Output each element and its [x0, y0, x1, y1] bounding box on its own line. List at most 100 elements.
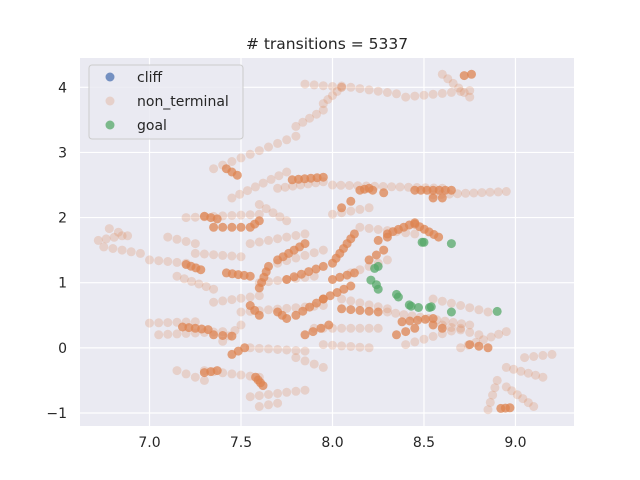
non-terminal-point: [456, 325, 466, 335]
non-terminal-point: [392, 89, 401, 99]
non-terminal-point: [227, 222, 237, 232]
non-terminal-point: [181, 213, 191, 223]
goal-point: [419, 237, 429, 247]
non-terminal-point: [300, 385, 310, 395]
non-terminal-point: [101, 234, 111, 244]
non-terminal-point: [296, 269, 306, 279]
non-terminal-point: [373, 235, 383, 245]
non-terminal-point: [254, 209, 264, 219]
non-terminal-point: [104, 224, 114, 234]
non-terminal-point: [304, 267, 314, 277]
non-terminal-point: [501, 382, 511, 392]
non-terminal-point: [437, 193, 447, 203]
non-terminal-point: [258, 178, 268, 188]
data-points: [93, 69, 557, 415]
non-terminal-point: [448, 78, 458, 88]
non-terminal-point: [318, 99, 328, 109]
non-terminal-point: [227, 157, 237, 166]
non-terminal-point: [318, 81, 328, 91]
non-terminal-point: [437, 323, 447, 333]
y-tick-label: 0: [58, 341, 67, 357]
non-terminal-point: [291, 386, 301, 396]
non-terminal-point: [264, 142, 273, 152]
non-terminal-point: [465, 340, 475, 350]
non-terminal-point: [405, 316, 415, 326]
non-terminal-point: [474, 305, 484, 315]
non-terminal-point: [420, 314, 430, 324]
non-terminal-point: [337, 82, 347, 92]
non-terminal-point: [258, 381, 268, 391]
non-terminal-point: [355, 305, 365, 315]
non-terminal-point: [254, 146, 264, 156]
non-terminal-point: [346, 296, 356, 306]
non-terminal-point: [478, 335, 488, 345]
y-tick-label: 2: [58, 211, 67, 227]
non-terminal-point: [275, 212, 285, 222]
goal-point: [393, 292, 403, 302]
legend-label-cliff: cliff: [137, 70, 162, 86]
non-terminal-point: [291, 346, 301, 356]
non-terminal-point: [346, 305, 356, 315]
non-terminal-point: [410, 91, 420, 101]
non-terminal-point: [419, 90, 429, 100]
non-terminal-point: [488, 390, 498, 400]
non-terminal-point: [446, 323, 456, 332]
non-terminal-point: [474, 341, 484, 351]
non-terminal-point: [245, 292, 255, 302]
non-terminal-point: [344, 181, 354, 190]
non-terminal-point: [501, 362, 511, 372]
non-terminal-point: [261, 204, 271, 214]
x-tick-label: 7.0: [138, 435, 160, 451]
legend-box: [88, 64, 244, 140]
non-terminal-point: [373, 323, 383, 333]
non-terminal-point: [364, 306, 374, 316]
goal-point: [373, 261, 383, 271]
non-terminal-point: [364, 85, 374, 95]
non-terminal-point: [163, 329, 173, 339]
non-terminal-point: [337, 294, 347, 304]
non-terminal-point: [401, 92, 411, 102]
non-terminal-point: [190, 317, 200, 327]
non-terminal-point: [364, 323, 374, 333]
non-terminal-point: [428, 294, 438, 304]
non-terminal-point: [316, 323, 326, 333]
non-terminal-point: [154, 330, 164, 340]
non-terminal-point: [355, 323, 365, 333]
non-terminal-point: [373, 225, 383, 234]
non-terminal-point: [236, 293, 246, 303]
non-terminal-point: [413, 315, 423, 325]
non-terminal-point: [300, 250, 310, 260]
non-terminal-point: [199, 375, 209, 385]
non-terminal-point: [401, 327, 411, 337]
x-tick-label: 9.0: [504, 435, 526, 451]
non-terminal-point: [456, 87, 466, 96]
non-terminal-point: [318, 301, 328, 310]
non-terminal-point: [397, 317, 407, 327]
non-terminal-point: [123, 231, 133, 241]
non-terminal-point: [318, 245, 328, 255]
non-terminal-point: [337, 341, 347, 351]
non-terminal-point: [547, 349, 557, 359]
y-tick-label: 1: [58, 276, 67, 292]
non-terminal-point: [523, 368, 533, 378]
non-terminal-point: [309, 80, 319, 90]
non-terminal-point: [437, 296, 447, 306]
non-terminal-point: [236, 210, 246, 220]
non-terminal-point: [282, 232, 292, 242]
non-terminal-point: [227, 331, 237, 341]
non-terminal-point: [312, 109, 321, 119]
non-terminal-point: [509, 364, 519, 374]
non-terminal-point: [254, 200, 264, 209]
non-terminal-point: [298, 117, 308, 127]
non-terminal-point: [428, 193, 438, 203]
goal-point: [492, 306, 502, 316]
non-terminal-point: [172, 257, 182, 267]
non-terminal-point: [492, 375, 502, 385]
non-terminal-point: [428, 331, 438, 341]
non-terminal-point: [196, 265, 206, 275]
non-terminal-point: [355, 222, 365, 232]
non-terminal-point: [209, 250, 219, 260]
non-terminal-point: [337, 304, 347, 314]
non-terminal-point: [236, 222, 246, 232]
